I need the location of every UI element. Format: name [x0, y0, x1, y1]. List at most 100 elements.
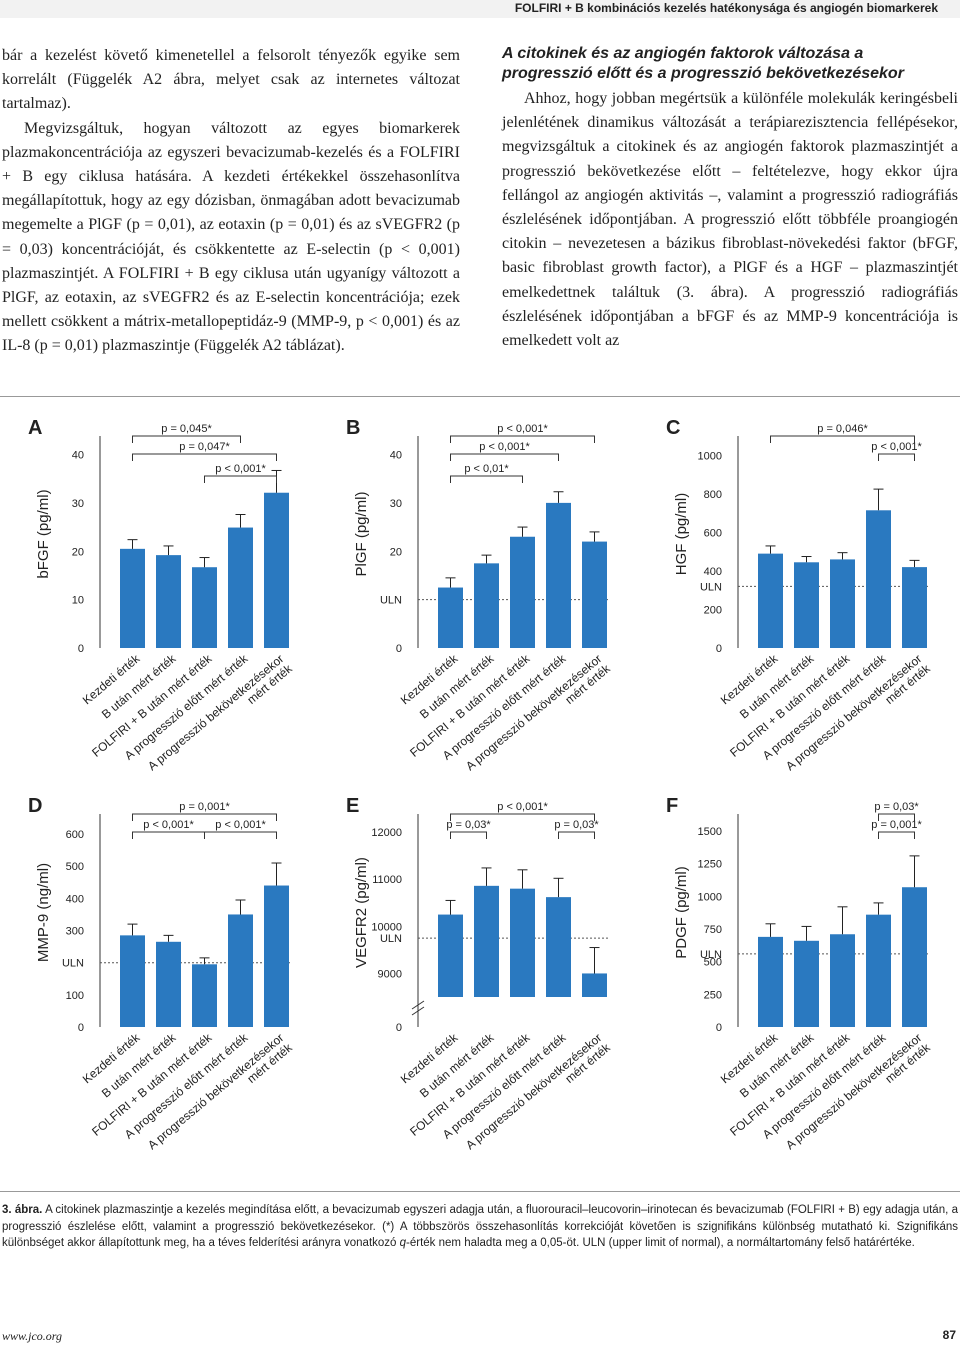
p-value-label: p < 0,001*	[497, 423, 548, 435]
bar	[510, 888, 535, 997]
significance-bracket	[878, 813, 915, 821]
y-axis-label: bFGF (pg/ml)	[35, 489, 52, 578]
y-tick-label: ULN	[380, 595, 402, 607]
y-tick-label: 9000	[378, 968, 402, 980]
y-tick-label: 30	[72, 498, 84, 510]
bar	[120, 935, 145, 1027]
y-tick-label: 750	[704, 924, 722, 936]
panel-letter: E	[346, 795, 359, 817]
y-tick-label: 20	[72, 546, 84, 558]
y-axis-label: MMP-9 (ng/ml)	[35, 863, 52, 962]
panel-letter: A	[28, 417, 42, 439]
y-tick-label: 0	[78, 643, 84, 655]
p-value-label: p < 0,001*	[215, 819, 266, 831]
bar	[830, 559, 855, 648]
p-value-label: p = 0,046*	[817, 423, 868, 435]
significance-bracket	[450, 831, 487, 839]
y-tick-label: 0	[78, 1022, 84, 1034]
y-tick-label: 0	[396, 643, 402, 655]
bar	[830, 934, 855, 1027]
panel-letter: C	[666, 417, 680, 439]
bar	[264, 885, 289, 1027]
bar	[794, 562, 819, 648]
y-axis-label: HGF (pg/ml)	[673, 493, 690, 576]
y-tick-label: 500	[66, 861, 84, 873]
section-heading: A citokinek és az angiogén faktorok vált…	[502, 45, 904, 82]
p-value-label: p = 0,001*	[179, 801, 230, 813]
y-tick-label: 0	[716, 643, 722, 655]
p-value-label: p = 0,03*	[554, 819, 599, 831]
caption-text: A citokinek plazmaszintje a kezelés megi…	[2, 1204, 958, 1249]
y-tick-label: ULN	[62, 958, 84, 970]
significance-bracket	[450, 435, 595, 443]
p-value-label: p < 0,001*	[143, 819, 194, 831]
y-tick-label: 500	[704, 957, 722, 969]
y-tick-label: 10	[72, 595, 84, 607]
y-axis-label: VEGFR2 (pg/ml)	[353, 857, 370, 968]
y-tick-label: 20	[390, 546, 402, 558]
paragraph: bár a kezelést követő kimenetellel a fel…	[2, 47, 460, 113]
figure-3	[0, 396, 960, 1192]
p-value-label: p = 0,03*	[874, 801, 919, 813]
y-tick-label: 11000	[372, 874, 402, 886]
y-tick-label: 200	[704, 604, 722, 616]
bar	[794, 940, 819, 1027]
bar	[582, 973, 607, 997]
significance-bracket	[770, 435, 915, 443]
y-tick-label: 600	[704, 527, 722, 539]
significance-bracket	[878, 831, 915, 839]
y-tick-label: ULN	[380, 933, 402, 945]
y-tick-label: 40	[72, 450, 84, 462]
bar	[546, 897, 571, 997]
bar	[438, 914, 463, 997]
p-value-label: p = 0,03*	[446, 819, 491, 831]
bar	[120, 548, 145, 648]
y-tick-label: 100	[66, 990, 84, 1002]
y-tick-label: 12000	[371, 827, 402, 839]
y-tick-label: 0	[716, 1022, 722, 1034]
paragraph: Megvizsgáltuk, hogyan változott az egyes…	[2, 119, 460, 355]
y-tick-label: 1000	[698, 891, 722, 903]
y-tick-label: 400	[66, 893, 84, 905]
y-tick-label: 1500	[698, 826, 722, 838]
caption-label: 3. ábra.	[2, 1204, 43, 1216]
bar	[192, 567, 217, 648]
significance-bracket	[132, 435, 241, 443]
y-tick-label: 1250	[698, 859, 722, 871]
p-value-label: p < 0,001*	[479, 441, 530, 453]
bar	[902, 567, 927, 648]
y-tick-label: 0	[396, 1022, 402, 1034]
panel-letter: F	[666, 795, 678, 817]
bar	[264, 492, 289, 648]
panel-letter: D	[28, 795, 42, 817]
bar	[510, 536, 535, 648]
bar	[546, 502, 571, 648]
y-tick-label: 1000	[698, 450, 722, 462]
significance-bracket	[558, 831, 595, 839]
p-value-label: p = 0,045*	[161, 423, 212, 435]
page-number: 87	[942, 1328, 956, 1342]
figure-caption: 3. ábra. A citokinek plazmaszintje a kez…	[2, 1202, 958, 1252]
paragraph: Ahhoz, hogy jobban megértsük a különféle…	[502, 90, 958, 350]
significance-bracket	[450, 475, 523, 483]
running-header	[0, 0, 960, 18]
bar	[758, 553, 783, 648]
p-value-label: p = 0,001*	[871, 819, 922, 831]
footer-url: www.jco.org	[2, 1329, 63, 1343]
y-axis-label: PlGF (pg/ml)	[353, 491, 370, 576]
p-value-label: p < 0,001*	[497, 801, 548, 813]
panel-letter: B	[346, 417, 360, 439]
y-tick-label: 400	[704, 566, 722, 578]
p-value-label: p < 0,001*	[215, 463, 266, 475]
significance-bracket	[132, 831, 205, 839]
y-tick-label: 40	[390, 450, 402, 462]
p-value-label: p < 0,01*	[464, 463, 509, 475]
y-tick-label: 300	[66, 926, 84, 938]
caption-text-end: -érték nem haladta meg a 0,05-öt. ULN (u…	[406, 1237, 915, 1249]
axis-break-mark	[411, 1006, 425, 1016]
bar	[758, 936, 783, 1027]
y-tick-label: 600	[66, 829, 84, 841]
bar	[866, 510, 891, 648]
bar	[228, 527, 253, 648]
